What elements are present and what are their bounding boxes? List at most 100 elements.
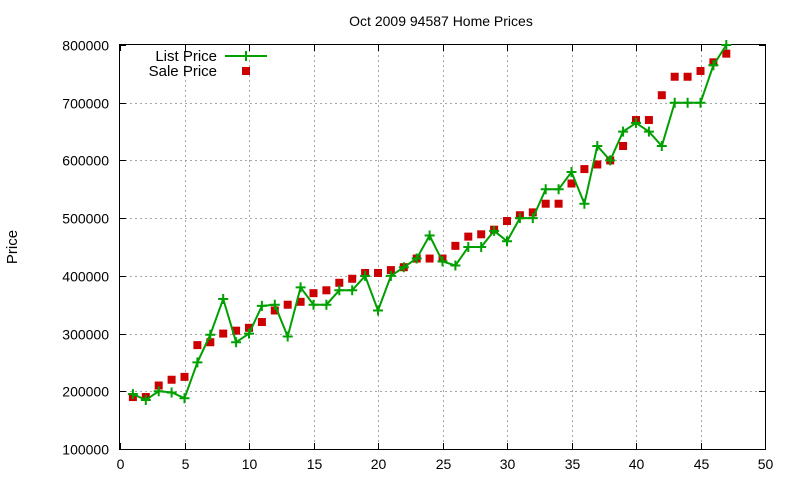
sale-price-point bbox=[309, 289, 318, 298]
sale-price-point bbox=[644, 116, 653, 125]
sale-price-point bbox=[619, 142, 628, 150]
x-tick-label: 15 bbox=[307, 456, 323, 472]
x-tick-label: 40 bbox=[629, 456, 645, 472]
x-tick-label: 20 bbox=[371, 456, 387, 472]
list-price-point bbox=[437, 256, 448, 267]
list-price-point bbox=[463, 242, 474, 252]
x-tick-label: 0 bbox=[117, 456, 125, 472]
y-tick-label: 300000 bbox=[62, 327, 109, 343]
sale-price-point bbox=[528, 208, 537, 217]
legend: List Price Sale Price bbox=[149, 48, 267, 80]
list-price-line bbox=[132, 44, 728, 402]
list-price-point bbox=[514, 213, 525, 224]
axis-ticks bbox=[120, 45, 766, 450]
x-tick-label: 45 bbox=[694, 456, 710, 472]
x-tick-label: 35 bbox=[565, 456, 581, 472]
sale-price-point bbox=[683, 72, 692, 81]
sale-price-point bbox=[219, 329, 228, 338]
list-price-point bbox=[592, 141, 603, 151]
sale-price-point bbox=[657, 91, 666, 100]
list-price-point bbox=[218, 293, 229, 304]
sale-price-point bbox=[593, 160, 602, 169]
x-tick-label: 30 bbox=[500, 456, 516, 472]
sale-price-point bbox=[541, 199, 550, 208]
y-tick-label: 400000 bbox=[62, 269, 109, 285]
sale-price-point bbox=[464, 232, 473, 241]
list-price-point bbox=[489, 225, 500, 236]
sale-price-point bbox=[451, 241, 460, 250]
series-layer bbox=[127, 40, 732, 405]
legend-sale-price-swatch bbox=[242, 67, 250, 75]
sale-price-point bbox=[374, 268, 382, 277]
sale-price-point bbox=[670, 72, 679, 81]
x-tick-label: 25 bbox=[436, 456, 452, 472]
list-price-point bbox=[411, 253, 422, 264]
list-price-point bbox=[618, 126, 629, 137]
sale-price-point bbox=[257, 318, 266, 327]
list-price-point bbox=[244, 328, 254, 339]
x-tick-label: 50 bbox=[758, 456, 774, 472]
y-tick-label: 800000 bbox=[62, 38, 109, 54]
list-price-point bbox=[127, 389, 138, 400]
sale-price-point bbox=[270, 306, 279, 315]
list-price-point bbox=[540, 184, 551, 195]
sale-price-point bbox=[386, 266, 395, 275]
list-price-point bbox=[424, 230, 435, 241]
list-price-point bbox=[269, 299, 280, 310]
list-price-point bbox=[476, 242, 487, 252]
y-axis-label: Price bbox=[4, 230, 21, 264]
y-tick-label: 100000 bbox=[62, 442, 109, 458]
list-price-point bbox=[166, 387, 177, 398]
legend-list-price-swatch bbox=[225, 51, 267, 61]
y-tick-label: 200000 bbox=[62, 384, 109, 400]
legend-label-list-price: List Price bbox=[155, 48, 217, 65]
list-price-point bbox=[321, 299, 332, 310]
list-price-point bbox=[605, 155, 616, 166]
sale-price-point bbox=[193, 341, 202, 350]
list-price-point bbox=[669, 97, 680, 108]
legend-list-plus bbox=[241, 51, 251, 61]
list-price-point bbox=[385, 270, 396, 281]
list-price-point bbox=[192, 357, 203, 368]
sale-price-point bbox=[580, 165, 589, 174]
list-price-point bbox=[295, 282, 306, 293]
list-price-point bbox=[205, 329, 216, 340]
list-price-point bbox=[631, 117, 641, 128]
sale-price-point bbox=[283, 300, 292, 309]
sale-price-point bbox=[154, 381, 163, 390]
y-tick-label: 700000 bbox=[62, 96, 109, 112]
sale-price-point bbox=[425, 254, 434, 263]
chart-title: Oct 2009 94587 Home Prices bbox=[349, 13, 533, 29]
legend-label-sale-price: Sale Price bbox=[149, 63, 217, 80]
sale-price-point bbox=[296, 297, 305, 306]
y-tick-labels: 100000 200000 300000 400000 500000 600000 7000… bbox=[62, 38, 109, 458]
x-tick-label: 10 bbox=[242, 456, 258, 472]
x-tick-label: 5 bbox=[182, 456, 190, 472]
series-list-price bbox=[127, 40, 732, 405]
sale-price-point bbox=[167, 375, 176, 384]
list-price-point bbox=[527, 213, 538, 224]
sale-price-point bbox=[335, 278, 344, 287]
list-price-point bbox=[360, 270, 371, 281]
list-price-point bbox=[347, 285, 358, 296]
sale-price-point bbox=[232, 326, 241, 335]
sale-price-point bbox=[206, 338, 215, 347]
sale-price-point bbox=[348, 274, 357, 283]
list-price-point bbox=[308, 299, 319, 310]
list-price-point bbox=[721, 40, 732, 50]
sale-price-point bbox=[180, 372, 189, 381]
grid bbox=[120, 45, 765, 449]
y-tick-label: 600000 bbox=[62, 153, 109, 169]
list-price-point bbox=[179, 393, 190, 404]
list-price-point bbox=[695, 97, 706, 108]
list-price-point bbox=[682, 97, 693, 108]
list-price-point bbox=[140, 394, 151, 405]
x-tick-labels: 0 5 10 15 20 25 30 35 40 45 50 bbox=[117, 456, 774, 472]
list-price-point bbox=[153, 386, 164, 397]
list-price-point bbox=[450, 260, 461, 271]
sale-price-point bbox=[696, 66, 705, 75]
legend-sale-square bbox=[242, 67, 250, 75]
sale-price-point bbox=[477, 230, 486, 239]
